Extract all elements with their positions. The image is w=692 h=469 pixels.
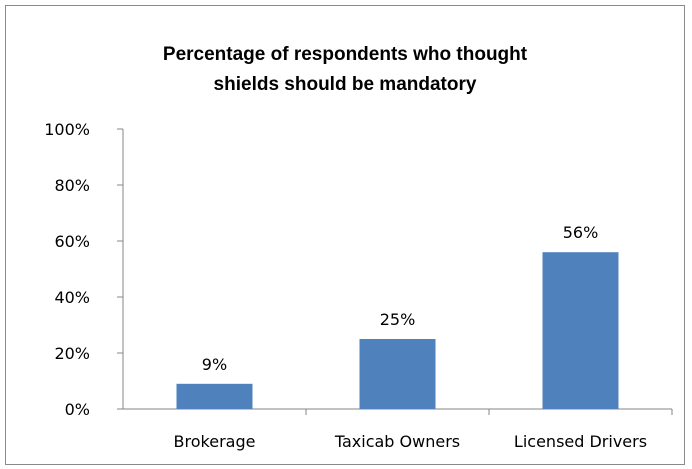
y-tick-label: 0%	[65, 400, 90, 419]
y-tick-label: 80%	[54, 176, 90, 195]
x-category-label: Taxicab Owners	[334, 432, 460, 451]
y-tick-label: 60%	[54, 232, 90, 251]
data-label: 9%	[202, 355, 227, 374]
chart-title-line-1: Percentage of respondents who thought	[162, 44, 528, 65]
data-label: 25%	[380, 310, 416, 329]
labels: 9% Brokerage 25% Taxicab Owners 56% Licensed …	[174, 223, 648, 451]
x-category-label: Licensed Drivers	[514, 432, 647, 451]
chart-frame: Percentage of respondents who thought sh…	[5, 5, 685, 465]
bar-taxicab-owners	[359, 339, 436, 409]
data-label: 56%	[563, 223, 599, 242]
x-category-label: Brokerage	[174, 432, 256, 451]
y-tick-label: 40%	[54, 288, 90, 307]
axes: 0% 20% 40% 60% 80% 100%	[44, 120, 673, 419]
chart-title: Percentage of respondents who thought sh…	[6, 40, 684, 100]
y-tick-label: 20%	[54, 344, 90, 363]
bars	[176, 252, 619, 409]
bar-licensed-drivers	[542, 252, 619, 409]
chart-title-line-2: shields should be mandatory	[213, 74, 477, 95]
y-tick-label: 100%	[44, 120, 90, 139]
bar-brokerage	[176, 383, 253, 409]
